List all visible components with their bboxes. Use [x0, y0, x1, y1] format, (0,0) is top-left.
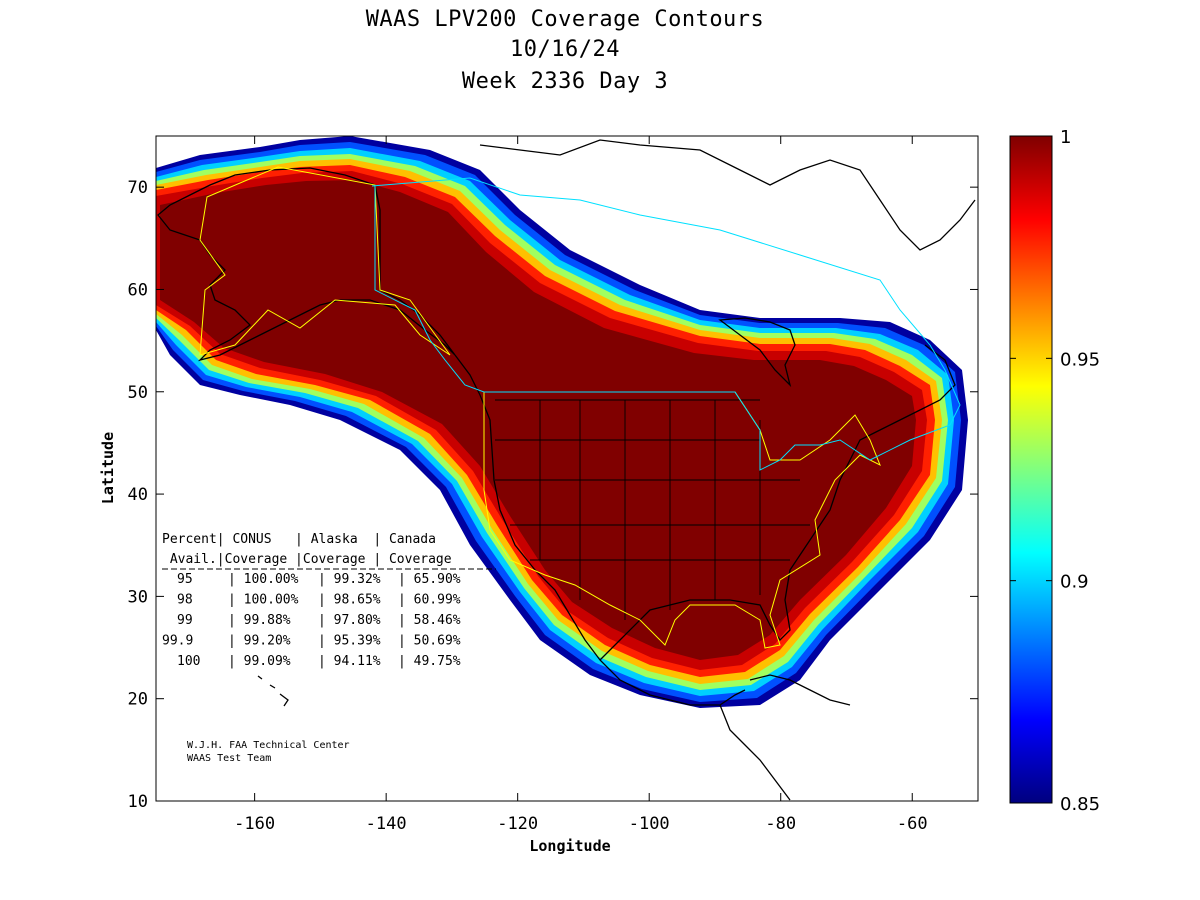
table-cell-alaska: | 98.65% [318, 593, 381, 608]
x-axis-label: Longitude [529, 837, 610, 855]
table-cell-conus: | 99.09% [228, 654, 291, 669]
table-cell-canada: | 65.90% [398, 572, 461, 587]
table-cell-alaska: | 94.11% [318, 654, 381, 669]
hudson-bay [718, 317, 796, 388]
axis-ticks: -160 -140 -120 -100 -80 -60 10 20 30 40 50 60 70 [128, 136, 978, 834]
credit-line-1: W.J.H. FAA Technical Center [187, 740, 350, 751]
table-cell-conus: | 100.00% [228, 593, 299, 608]
colorbar-label-2: 0.9 [1060, 572, 1089, 593]
y-tick-label-5: 60 [128, 280, 148, 300]
y-tick-label-4: 50 [128, 383, 148, 403]
y-tick-label-0: 10 [128, 792, 148, 812]
table-header-1: Percent| CONUS | Alaska | Canada [162, 532, 436, 547]
table-cell-conus: | 100.00% [228, 572, 299, 587]
us-state-lines [495, 399, 810, 620]
table-cell-canada: | 49.75% [398, 654, 461, 669]
hawaii-islands [257, 675, 289, 707]
y-tick-label-6: 70 [128, 178, 148, 198]
west-coast [454, 354, 746, 706]
plot-frame [155, 135, 979, 802]
x-tick-label-3: -100 [629, 814, 670, 834]
arctic-islands [479, 139, 976, 251]
y-tick-label-2: 30 [128, 587, 148, 607]
x-tick-label-5: -60 [897, 814, 928, 834]
table-cell-conus: | 99.20% [228, 634, 291, 649]
y-tick-label-1: 20 [128, 690, 148, 710]
table-cell-canada: | 58.46% [398, 613, 461, 628]
east-coast [599, 344, 956, 661]
table-cell-canada: | 50.69% [398, 634, 461, 649]
colorbar-label-1: 0.95 [1060, 349, 1100, 370]
coverage-table: Percent| CONUS | Alaska | Canada Avail.|… [162, 532, 496, 669]
table-cell-pct: 100 [177, 654, 200, 669]
table-cell-alaska: | 95.39% [318, 634, 381, 649]
table-cell-canada: | 60.99% [398, 593, 461, 608]
table-cell-pct: 98 [177, 593, 193, 608]
alaska-service-border [199, 166, 451, 356]
x-tick-label-0: -160 [234, 814, 275, 834]
x-tick-label-1: -140 [366, 814, 407, 834]
chart-week: Week 2336 Day 3 [461, 69, 669, 94]
table-cell-alaska: | 97.80% [318, 613, 381, 628]
colorbar-label-0: 1 [1060, 127, 1071, 148]
table-header-2: Avail.|Coverage |Coverage | Coverage [162, 552, 452, 567]
central-america [719, 704, 791, 801]
colorbar-ticks: 1 0.95 0.9 0.85 [1010, 127, 1100, 815]
colorbar-label-3: 0.85 [1060, 794, 1100, 815]
x-tick-label-4: -80 [765, 814, 796, 834]
caribbean-islands [749, 674, 851, 706]
chart-date: 10/16/24 [510, 37, 620, 62]
table-cell-alaska: | 99.32% [318, 572, 381, 587]
chart-title: WAAS LPV200 Coverage Contours [365, 7, 765, 32]
y-tick-label-3: 40 [128, 485, 148, 505]
colorbar [1009, 135, 1053, 804]
x-tick-label-2: -120 [497, 814, 538, 834]
canada-service-border [371, 177, 961, 471]
y-axis-label: Latitude [99, 432, 117, 504]
service-volume-borders [199, 166, 961, 649]
credit-line-2: WAAS Test Team [187, 753, 271, 764]
table-cell-conus: | 99.88% [228, 613, 291, 628]
table-cell-pct: 99.9 [162, 634, 193, 649]
table-cell-pct: 95 [177, 572, 193, 587]
table-cell-pct: 99 [177, 613, 193, 628]
